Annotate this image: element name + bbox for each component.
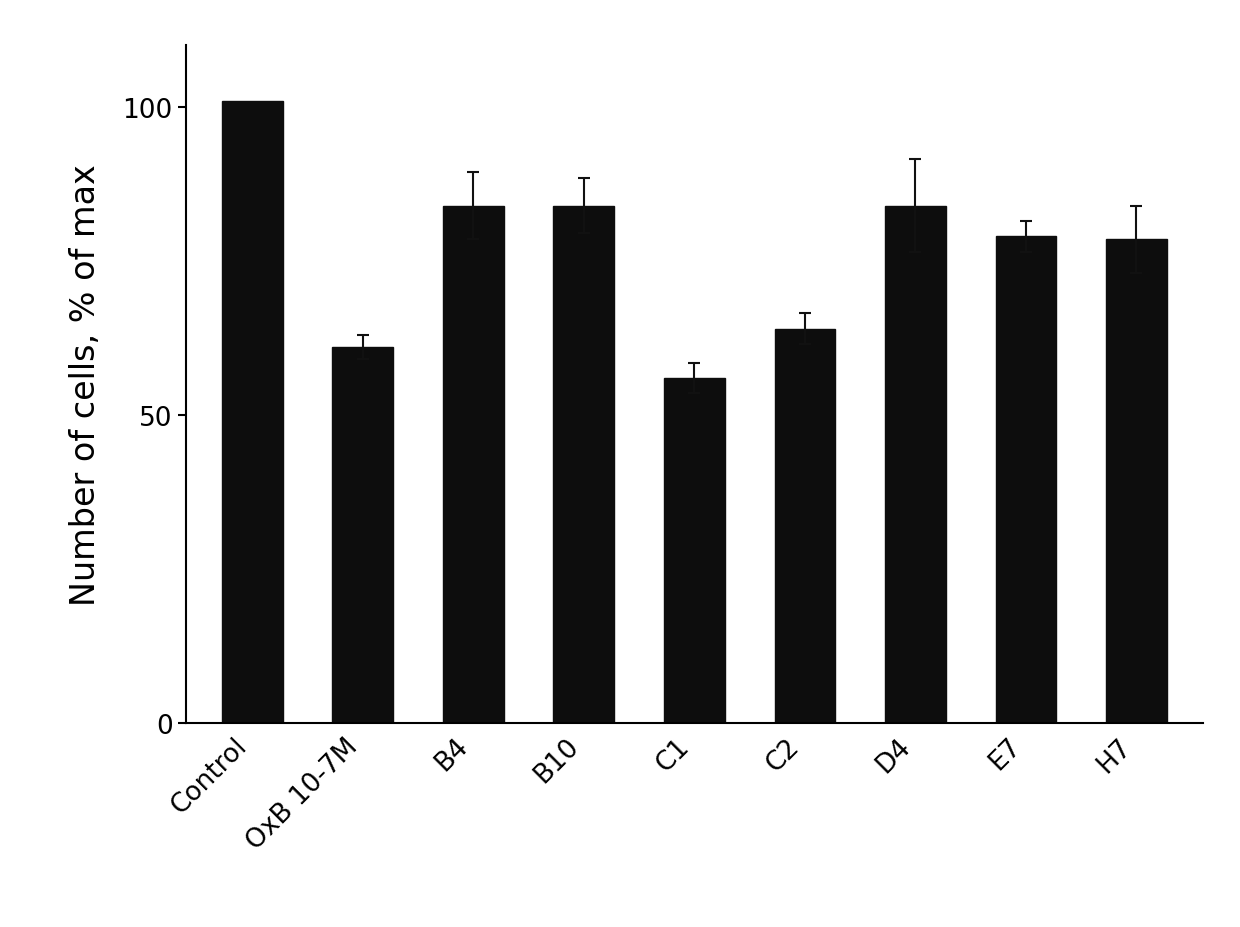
- Bar: [222, 102, 283, 723]
- Bar: [443, 207, 503, 723]
- Bar: [996, 237, 1056, 723]
- Bar: [663, 378, 725, 723]
- Bar: [553, 207, 614, 723]
- Bar: [1106, 240, 1167, 723]
- Y-axis label: Number of cells, % of max: Number of cells, % of max: [68, 164, 102, 605]
- Bar: [332, 348, 393, 723]
- Bar: [885, 207, 946, 723]
- Bar: [775, 329, 836, 723]
